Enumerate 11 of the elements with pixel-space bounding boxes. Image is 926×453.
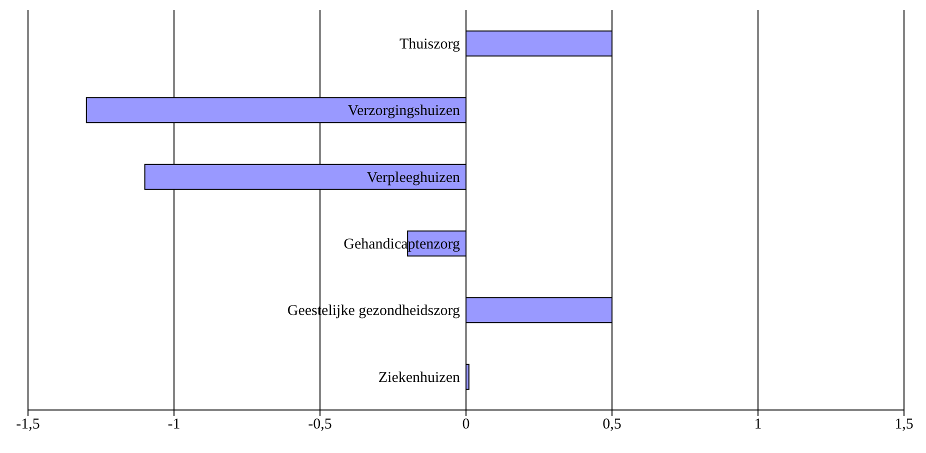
x-tick-label: 1 (754, 416, 762, 433)
x-tick-label: 0 (462, 416, 470, 433)
x-tick-label: 1,5 (894, 416, 914, 433)
y-tick-label: Verpleeghuizen (366, 170, 460, 186)
y-tick-label: Ziekenhuizen (378, 370, 460, 386)
y-tick-label: Thuiszorg (399, 36, 460, 52)
x-tick-label: -0,5 (308, 416, 332, 433)
y-tick-label: Verzorgingshuizen (348, 103, 460, 120)
x-tick-label: -1 (168, 416, 180, 433)
x-tick-label: -1,5 (16, 416, 40, 433)
x-tick-label: 0,5 (602, 416, 622, 433)
